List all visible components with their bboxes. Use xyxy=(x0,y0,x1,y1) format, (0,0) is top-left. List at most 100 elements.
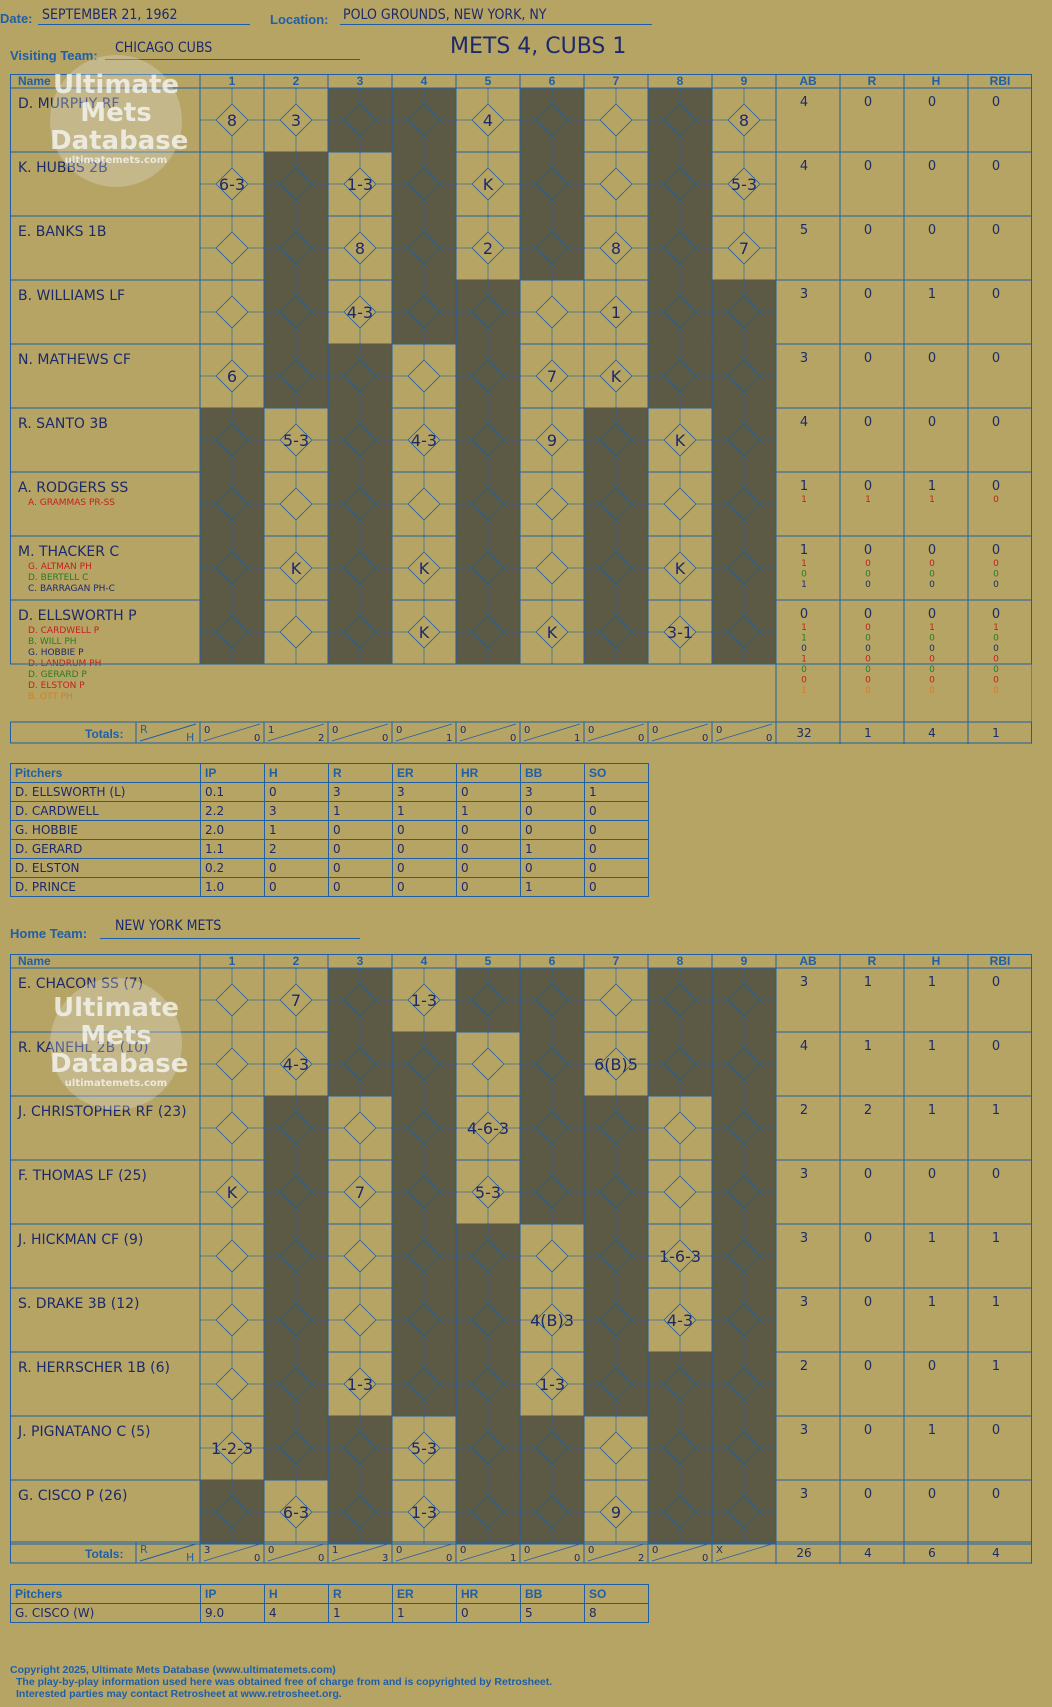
inning-runs: 0 xyxy=(524,725,530,736)
batter-stat: 0 xyxy=(928,351,936,366)
inning-runs: X xyxy=(716,1545,723,1556)
inning-header: 3 xyxy=(357,74,364,88)
inning-hits: 1 xyxy=(446,733,452,744)
pitching-header: SO xyxy=(584,763,649,783)
batter-stat: 0 xyxy=(992,1487,1000,1502)
substitute-name: B. WILL PH xyxy=(28,637,77,647)
batter-stat: 0 xyxy=(928,543,936,558)
batter-stat: 0 xyxy=(864,95,872,110)
inning-hits: 0 xyxy=(254,733,260,744)
pitching-header: ER xyxy=(392,763,457,783)
base-diamond xyxy=(343,1239,377,1273)
totals-slash xyxy=(267,1543,325,1562)
inning-header: 1 xyxy=(229,954,236,968)
pitcher-stat: 0 xyxy=(520,801,585,821)
pitching-header: BB xyxy=(520,1584,585,1604)
base-diamond xyxy=(599,983,633,1017)
pitcher-stat: D. ELLSWORTH (L) xyxy=(10,782,201,802)
base-diamond xyxy=(535,551,569,585)
batter-stat: 0 xyxy=(993,634,999,644)
inning-hits: 0 xyxy=(702,733,708,744)
pitcher-stat: G. HOBBIE xyxy=(10,820,201,840)
batter-stat: 0 xyxy=(992,1167,1000,1182)
batter-stat: 0 xyxy=(992,1039,1000,1054)
inning-hits: 0 xyxy=(510,733,516,744)
pitcher-stat: 0 xyxy=(328,877,393,897)
play-result: 4 xyxy=(483,111,493,130)
batter-stat: 1 xyxy=(992,1295,1000,1310)
play-result: K xyxy=(547,623,558,642)
batter-name: K. HUBBS 2B xyxy=(18,160,108,176)
base-diamond xyxy=(471,1047,505,1081)
batter-stat: 1 xyxy=(928,1295,936,1310)
pitcher-stat: 2.2 xyxy=(200,801,265,821)
batter-stat: 3 xyxy=(800,1231,808,1246)
home-team: NEW YORK METS xyxy=(115,918,222,934)
stat-header: H xyxy=(932,74,941,88)
totals-h-label: H xyxy=(186,731,194,744)
play-result: 7 xyxy=(547,367,557,386)
pitcher-stat: 1 xyxy=(392,801,457,821)
name-header: Name xyxy=(18,954,51,968)
batter-name: M. THACKER C xyxy=(18,544,119,560)
batter-stat: 3 xyxy=(800,975,808,990)
batter-stat: 1 xyxy=(992,1359,1000,1374)
batter-stat: 0 xyxy=(865,676,871,686)
batter-stat: 0 xyxy=(993,495,999,505)
home-underline xyxy=(100,938,360,939)
totals-label: Totals: xyxy=(85,727,123,741)
totals-slash xyxy=(459,723,517,742)
batter-stat: 3 xyxy=(800,1423,808,1438)
batter-stat: 0 xyxy=(929,559,935,569)
copyright-line: Copyright 2025, Ultimate Mets Database (… xyxy=(10,1664,336,1676)
batter-stat: 0 xyxy=(928,95,936,110)
batter-stat: 2 xyxy=(800,1359,808,1374)
inning-header: 9 xyxy=(741,954,748,968)
play-result: 5-3 xyxy=(411,1439,437,1458)
inning-hits: 0 xyxy=(638,733,644,744)
play-result: 7 xyxy=(739,239,749,258)
totals-slash xyxy=(651,723,709,742)
batter-stat: 0 xyxy=(929,676,935,686)
base-diamond xyxy=(407,359,441,393)
location-label: Location: xyxy=(270,12,329,27)
inning-runs: 0 xyxy=(460,1545,466,1556)
batter-stat: 0 xyxy=(864,415,872,430)
base-diamond xyxy=(599,103,633,137)
batter-name: J. PIGNATANO C (5) xyxy=(17,1424,150,1440)
batter-stat: 1 xyxy=(928,1423,936,1438)
totals-slash xyxy=(715,1543,773,1562)
batter-stat: 0 xyxy=(992,223,1000,238)
batter-stat: 0 xyxy=(928,1167,936,1182)
inning-header: 9 xyxy=(741,74,748,88)
pitcher-stat: 0 xyxy=(456,782,521,802)
pitcher-stat: 1.0 xyxy=(200,877,265,897)
inning-header: 2 xyxy=(293,74,300,88)
pitcher-stat: 3 xyxy=(264,801,329,821)
total-stat: 1 xyxy=(864,726,872,740)
database-logo: Ultimate Mets Database ultimatemets.com xyxy=(50,55,188,187)
batter-stat: 0 xyxy=(865,644,871,654)
batter-stat: 0 xyxy=(864,1487,872,1502)
pitcher-row: G. HOBBIE 2.0 1 0 0 0 0 0 xyxy=(10,820,649,840)
play-result: 4-3 xyxy=(347,303,373,322)
batter-stat: 3 xyxy=(800,1295,808,1310)
batter-stat: 0 xyxy=(864,543,872,558)
batter-stat: 0 xyxy=(993,559,999,569)
base-diamond xyxy=(343,1303,377,1337)
batter-name: R. SANTO 3B xyxy=(18,416,108,432)
batter-stat: 4 xyxy=(800,159,808,174)
inning-header: 4 xyxy=(421,74,428,88)
batter-name: B. WILLIAMS LF xyxy=(18,288,125,304)
batter-name: J. HICKMAN CF (9) xyxy=(17,1232,143,1248)
pitcher-stat: 1 xyxy=(328,801,393,821)
inning-header: 2 xyxy=(293,954,300,968)
base-diamond xyxy=(215,1367,249,1401)
pitcher-stat: 0 xyxy=(456,1603,521,1623)
pitcher-stat: 1 xyxy=(584,782,649,802)
visiting-underline xyxy=(105,59,360,60)
pitcher-stat: 0 xyxy=(328,820,393,840)
play-result: 3-1 xyxy=(667,623,693,642)
stat-header: RBI xyxy=(990,74,1011,88)
pitching-header: HR xyxy=(456,763,521,783)
